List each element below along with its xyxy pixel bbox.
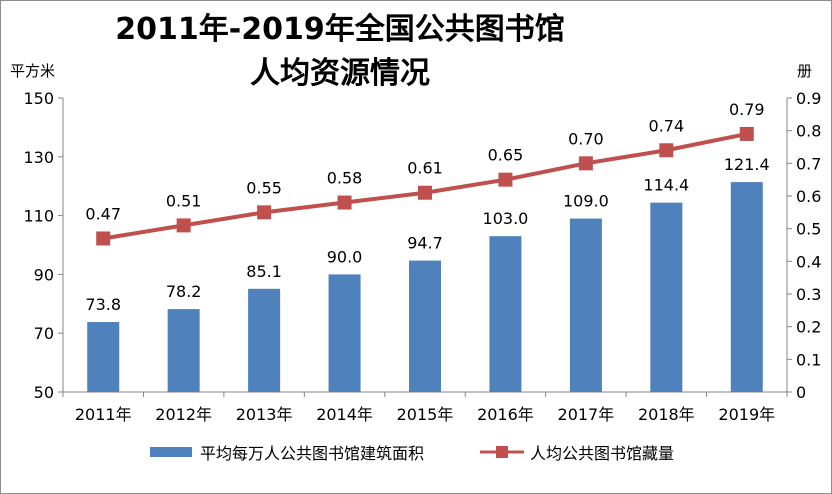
bar (730, 182, 763, 392)
bar (248, 288, 281, 392)
line-data-label: 0.55 (246, 178, 282, 197)
bar-data-label: 85.1 (246, 262, 282, 281)
left-axis-unit: 平方米 (10, 62, 56, 80)
line-data-label: 0.70 (568, 129, 604, 148)
right-tick-label: 0.7 (796, 154, 821, 173)
line-data-label: 0.61 (407, 159, 443, 178)
line-data-label: 0.79 (729, 100, 765, 119)
bar-data-label: 94.7 (407, 234, 443, 253)
x-tick-label: 2012年 (155, 405, 212, 424)
right-axis-unit: 册 (797, 62, 813, 80)
bar-data-label: 103.0 (483, 209, 529, 228)
bar (87, 322, 120, 392)
right-tick-label: 0.5 (796, 220, 821, 239)
line-point-marker (659, 143, 674, 158)
legend-label-line: 人均公共图书馆藏量 (530, 444, 675, 463)
left-tick-label: 50 (34, 383, 54, 402)
bar-data-label: 121.4 (724, 155, 770, 174)
right-tick-label: 0.9 (796, 89, 821, 108)
legend-swatch-bars (150, 447, 192, 457)
x-tick-label: 2013年 (236, 405, 293, 424)
x-tick-label: 2016年 (477, 405, 534, 424)
line-point-marker (337, 195, 352, 210)
x-tick-label: 2018年 (638, 405, 695, 424)
left-tick-label: 90 (34, 265, 54, 284)
line-data-label: 0.74 (649, 116, 685, 135)
left-tick-label: 70 (34, 324, 54, 343)
line-data-label: 0.65 (488, 146, 524, 165)
line-point-marker (739, 126, 754, 141)
bar (167, 309, 200, 392)
right-tick-label: 0.1 (796, 350, 821, 369)
x-tick-label: 2014年 (316, 405, 373, 424)
bar (409, 260, 441, 392)
bar-data-label: 114.4 (643, 176, 689, 195)
x-tick-label: 2019年 (718, 405, 775, 424)
chart-title-line1: 2011年-2019年全国公共图书馆 (115, 12, 565, 47)
right-tick-label: 0.6 (796, 187, 821, 206)
legend-item-bars: 平均每万人公共图书馆建筑面积 (150, 440, 424, 464)
bar (489, 236, 522, 392)
x-tick-label: 2017年 (558, 405, 615, 424)
chart-title: 2011年-2019年全国公共图书馆 人均资源情况 (60, 8, 620, 96)
line-point-marker (418, 185, 432, 200)
x-tick-label: 2015年 (397, 405, 454, 424)
bar (569, 218, 602, 392)
right-tick-label: 0.3 (796, 285, 821, 304)
left-tick-label: 110 (23, 207, 54, 226)
line-data-label: 0.47 (85, 204, 121, 223)
legend-label-bars: 平均每万人公共图书馆建筑面积 (200, 444, 425, 463)
bar-data-label: 90.0 (327, 247, 363, 266)
line-point-marker (578, 156, 593, 171)
legend-item-line: 人均公共图书馆藏量 (480, 440, 674, 464)
bar-data-label: 73.8 (85, 295, 121, 314)
left-tick-label: 130 (23, 148, 54, 167)
line-point-marker (96, 231, 111, 246)
legend-swatch-line (480, 446, 524, 458)
line-data-label: 0.58 (327, 169, 363, 188)
line-data-label: 0.51 (166, 191, 202, 210)
right-tick-label: 0 (796, 383, 806, 402)
bar-data-label: 109.0 (563, 192, 609, 211)
right-tick-label: 0.2 (796, 318, 821, 337)
bar-data-label: 78.2 (166, 282, 202, 301)
x-tick-label: 2011年 (75, 405, 132, 424)
chart-title-line2: 人均资源情况 (250, 56, 430, 91)
line-point-marker (176, 218, 191, 233)
line-point-marker (498, 172, 513, 187)
right-tick-label: 0.4 (796, 252, 821, 271)
left-tick-label: 150 (23, 89, 54, 108)
line-point-marker (257, 205, 272, 220)
right-tick-label: 0.8 (796, 122, 821, 141)
bar (328, 274, 361, 392)
bar (650, 202, 683, 392)
